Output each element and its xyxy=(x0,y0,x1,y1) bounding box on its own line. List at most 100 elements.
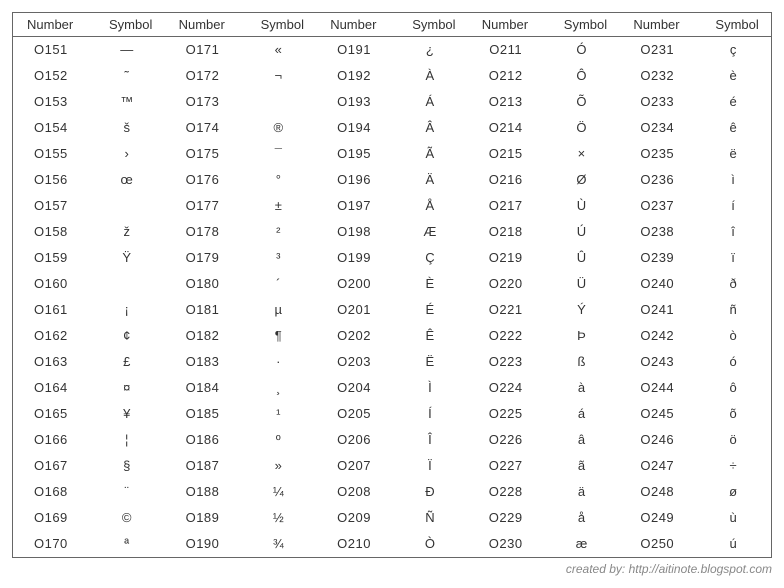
cell-symbol: Ò xyxy=(392,531,468,557)
cell-number: O207 xyxy=(316,453,392,479)
cell-number: O200 xyxy=(316,271,392,297)
col-header-number: Number xyxy=(468,13,544,37)
cell-symbol: È xyxy=(392,271,468,297)
cell-number: O196 xyxy=(316,167,392,193)
cell-symbol: É xyxy=(392,297,468,323)
cell-symbol: Ù xyxy=(544,193,620,219)
cell-symbol: ò xyxy=(695,323,771,349)
cell-number: O226 xyxy=(468,427,544,453)
cell-symbol: õ xyxy=(695,401,771,427)
cell-number: O152 xyxy=(13,63,89,89)
cell-symbol: § xyxy=(89,453,165,479)
cell-number: O211 xyxy=(468,37,544,64)
table-row: O151—O171«O191¿O211ÓO231ç xyxy=(13,37,771,64)
table-row: O159ŸO179³O199ÇO219ÛO239ï xyxy=(13,245,771,271)
col-header-number: Number xyxy=(13,13,89,37)
cell-number: O242 xyxy=(619,323,695,349)
cell-symbol: × xyxy=(544,141,620,167)
cell-symbol: µ xyxy=(240,297,316,323)
cell-symbol: ˜ xyxy=(89,63,165,89)
table-row: O153™O173 O193ÁO213ÕO233é xyxy=(13,89,771,115)
cell-symbol: Ÿ xyxy=(89,245,165,271)
cell-symbol: ¥ xyxy=(89,401,165,427)
cell-symbol: Â xyxy=(392,115,468,141)
cell-number: O238 xyxy=(619,219,695,245)
cell-number: O210 xyxy=(316,531,392,557)
cell-symbol: Ë xyxy=(392,349,468,375)
cell-symbol: ¹ xyxy=(240,401,316,427)
cell-number: O236 xyxy=(619,167,695,193)
table-row: O166¦O186ºO206ÎO226âO246ö xyxy=(13,427,771,453)
cell-number: O239 xyxy=(619,245,695,271)
cell-symbol: « xyxy=(240,37,316,64)
cell-symbol: â xyxy=(544,427,620,453)
cell-number: O223 xyxy=(468,349,544,375)
cell-symbol: æ xyxy=(544,531,620,557)
cell-symbol: ÷ xyxy=(695,453,771,479)
cell-number: O182 xyxy=(165,323,241,349)
cell-number: O175 xyxy=(165,141,241,167)
cell-symbol: ¿ xyxy=(392,37,468,64)
cell-number: O157 xyxy=(13,193,89,219)
cell-symbol: œ xyxy=(89,167,165,193)
cell-symbol: á xyxy=(544,401,620,427)
cell-symbol: ô xyxy=(695,375,771,401)
cell-symbol: ï xyxy=(695,245,771,271)
cell-symbol: Ð xyxy=(392,479,468,505)
cell-symbol: ð xyxy=(695,271,771,297)
cell-symbol: å xyxy=(544,505,620,531)
cell-number: O158 xyxy=(13,219,89,245)
cell-symbol: ² xyxy=(240,219,316,245)
cell-symbol: Ý xyxy=(544,297,620,323)
cell-symbol: ¾ xyxy=(240,531,316,557)
cell-number: O212 xyxy=(468,63,544,89)
cell-number: O188 xyxy=(165,479,241,505)
table-row: O170ªO190¾O210ÒO230æO250ú xyxy=(13,531,771,557)
cell-number: O218 xyxy=(468,219,544,245)
cell-number: O161 xyxy=(13,297,89,323)
cell-symbol: ø xyxy=(695,479,771,505)
cell-symbol xyxy=(240,89,316,115)
cell-number: O201 xyxy=(316,297,392,323)
table-row: O168¨O188¼O208ÐO228äO248ø xyxy=(13,479,771,505)
cell-symbol: ã xyxy=(544,453,620,479)
cell-symbol: Î xyxy=(392,427,468,453)
cell-symbol: ç xyxy=(695,37,771,64)
cell-symbol: ´ xyxy=(240,271,316,297)
table-row: O164¤O184¸O204ÌO224àO244ô xyxy=(13,375,771,401)
cell-number: O216 xyxy=(468,167,544,193)
cell-number: O169 xyxy=(13,505,89,531)
cell-symbol: ê xyxy=(695,115,771,141)
col-header-number: Number xyxy=(316,13,392,37)
cell-symbol: º xyxy=(240,427,316,453)
cell-number: O160 xyxy=(13,271,89,297)
cell-symbol: Ü xyxy=(544,271,620,297)
cell-number: O203 xyxy=(316,349,392,375)
cell-number: O233 xyxy=(619,89,695,115)
cell-symbol: ó xyxy=(695,349,771,375)
cell-number: O209 xyxy=(316,505,392,531)
cell-symbol: ° xyxy=(240,167,316,193)
cell-number: O185 xyxy=(165,401,241,427)
cell-symbol: ä xyxy=(544,479,620,505)
cell-number: O232 xyxy=(619,63,695,89)
cell-number: O241 xyxy=(619,297,695,323)
cell-number: O220 xyxy=(468,271,544,297)
cell-symbol: À xyxy=(392,63,468,89)
cell-symbol: è xyxy=(695,63,771,89)
cell-number: O222 xyxy=(468,323,544,349)
cell-symbol: ë xyxy=(695,141,771,167)
cell-symbol: Ê xyxy=(392,323,468,349)
cell-number: O225 xyxy=(468,401,544,427)
cell-number: O204 xyxy=(316,375,392,401)
table-row: O157O177±O197ÅO217ÙO237í xyxy=(13,193,771,219)
col-header-symbol: Symbol xyxy=(695,13,771,37)
cell-symbol: » xyxy=(240,453,316,479)
col-header-symbol: Symbol xyxy=(240,13,316,37)
cell-number: O234 xyxy=(619,115,695,141)
cell-symbol: © xyxy=(89,505,165,531)
cell-number: O189 xyxy=(165,505,241,531)
cell-symbol: Å xyxy=(392,193,468,219)
cell-symbol: é xyxy=(695,89,771,115)
cell-number: O186 xyxy=(165,427,241,453)
